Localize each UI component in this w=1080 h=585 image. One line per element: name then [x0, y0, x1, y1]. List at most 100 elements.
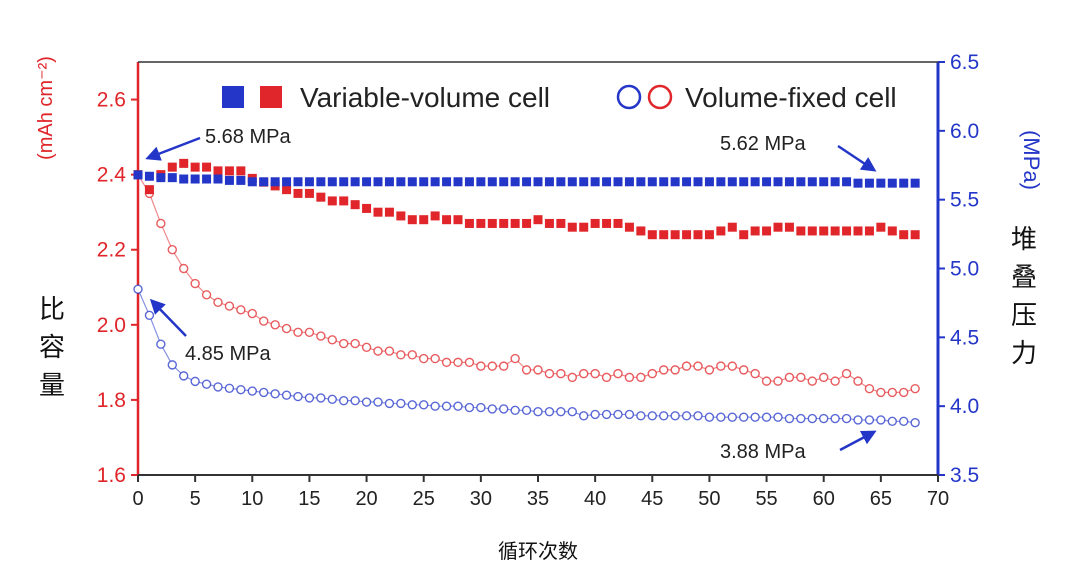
data-point — [796, 372, 806, 383]
data-point — [716, 226, 726, 236]
data-point — [419, 177, 429, 187]
data-point — [727, 177, 737, 187]
data-point — [339, 338, 349, 349]
data-point — [259, 316, 269, 326]
data-point — [579, 411, 589, 421]
data-point — [624, 177, 634, 187]
data-point — [853, 415, 863, 425]
data-point — [601, 409, 612, 420]
data-point — [830, 226, 840, 236]
right-tick-label: 5.0 — [950, 258, 979, 281]
data-point — [201, 290, 212, 300]
data-point — [579, 222, 589, 232]
data-point — [853, 178, 863, 188]
data-point — [670, 365, 680, 375]
data-point — [270, 177, 280, 187]
data-point — [819, 177, 829, 187]
right-tick-label: 3.5 — [950, 464, 979, 487]
data-point — [750, 226, 760, 236]
data-point — [430, 177, 440, 187]
data-point — [247, 177, 257, 187]
data-point — [796, 413, 806, 424]
data-point — [739, 230, 749, 240]
left-tick-label: 2.0 — [97, 314, 126, 337]
data-point — [567, 406, 577, 417]
data-point — [533, 215, 543, 225]
left-axis-unit: (mAh cm⁻²) — [35, 56, 57, 160]
data-point — [179, 263, 189, 274]
data-point — [727, 222, 737, 232]
data-point — [396, 398, 406, 409]
right-axis-title: 堆 叠 压 力 — [1011, 225, 1037, 369]
data-point — [796, 226, 806, 236]
x-axis-title: 循环次数 — [498, 539, 578, 563]
data-point — [476, 361, 486, 371]
data-point — [476, 402, 486, 413]
annotations: 5.68 MPa 5.62 MPa 4.85 MPa 3.88 MPa — [145, 126, 877, 463]
data-point — [739, 412, 749, 422]
data-point — [522, 218, 532, 228]
data-point — [407, 350, 417, 360]
x-tick-label: 55 — [755, 488, 777, 510]
data-point — [556, 218, 566, 228]
data-point — [396, 211, 406, 221]
data-point — [384, 346, 395, 356]
data-point — [682, 177, 692, 187]
data-point — [339, 395, 349, 406]
data-point — [282, 177, 292, 187]
data-point — [293, 177, 303, 187]
data-point — [407, 215, 417, 225]
data-point — [293, 188, 303, 198]
data-point — [373, 177, 383, 187]
data-point — [373, 207, 383, 217]
data-point — [350, 177, 360, 187]
data-point — [419, 215, 429, 225]
data-point — [613, 409, 623, 420]
data-point — [876, 178, 886, 188]
data-point — [819, 413, 829, 424]
left-axis-char-2: 容 — [39, 333, 65, 363]
right-axis-char-1: 堆 — [1011, 225, 1037, 255]
data-point — [613, 177, 623, 187]
data-point — [476, 177, 486, 187]
series-variable-volume-pressure — [133, 170, 920, 188]
data-point — [293, 391, 303, 402]
data-point — [499, 218, 509, 228]
data-point — [339, 196, 349, 206]
data-point — [533, 406, 543, 417]
data-point — [327, 335, 337, 345]
data-point — [544, 368, 555, 379]
x-tick-label: 60 — [813, 488, 835, 510]
data-point — [316, 177, 326, 187]
data-point — [407, 400, 417, 410]
data-point — [761, 412, 772, 422]
data-point — [167, 245, 177, 255]
data-point — [819, 372, 829, 383]
data-point — [556, 368, 566, 379]
data-point — [350, 200, 360, 210]
legend-marker-fixed-blue — [616, 84, 642, 110]
data-point — [647, 230, 657, 240]
data-point — [213, 297, 223, 307]
data-point — [761, 376, 772, 386]
data-point — [773, 376, 783, 386]
legend-marker-fixed-red — [647, 84, 673, 110]
data-point — [910, 178, 920, 188]
data-point — [784, 372, 795, 383]
data-point — [841, 413, 852, 424]
legend-marker-variable-blue — [222, 86, 244, 108]
data-point — [590, 409, 600, 420]
data-point — [636, 226, 646, 236]
data-point — [773, 177, 783, 187]
data-point — [750, 368, 760, 379]
data-point — [647, 368, 657, 379]
data-point — [327, 394, 337, 404]
data-point — [213, 174, 223, 184]
data-point — [487, 177, 497, 187]
data-point — [442, 177, 452, 187]
arrow-4-85 — [149, 298, 187, 337]
data-point — [224, 383, 235, 393]
data-point — [750, 412, 760, 422]
data-point — [316, 393, 326, 403]
data-point — [167, 173, 177, 183]
